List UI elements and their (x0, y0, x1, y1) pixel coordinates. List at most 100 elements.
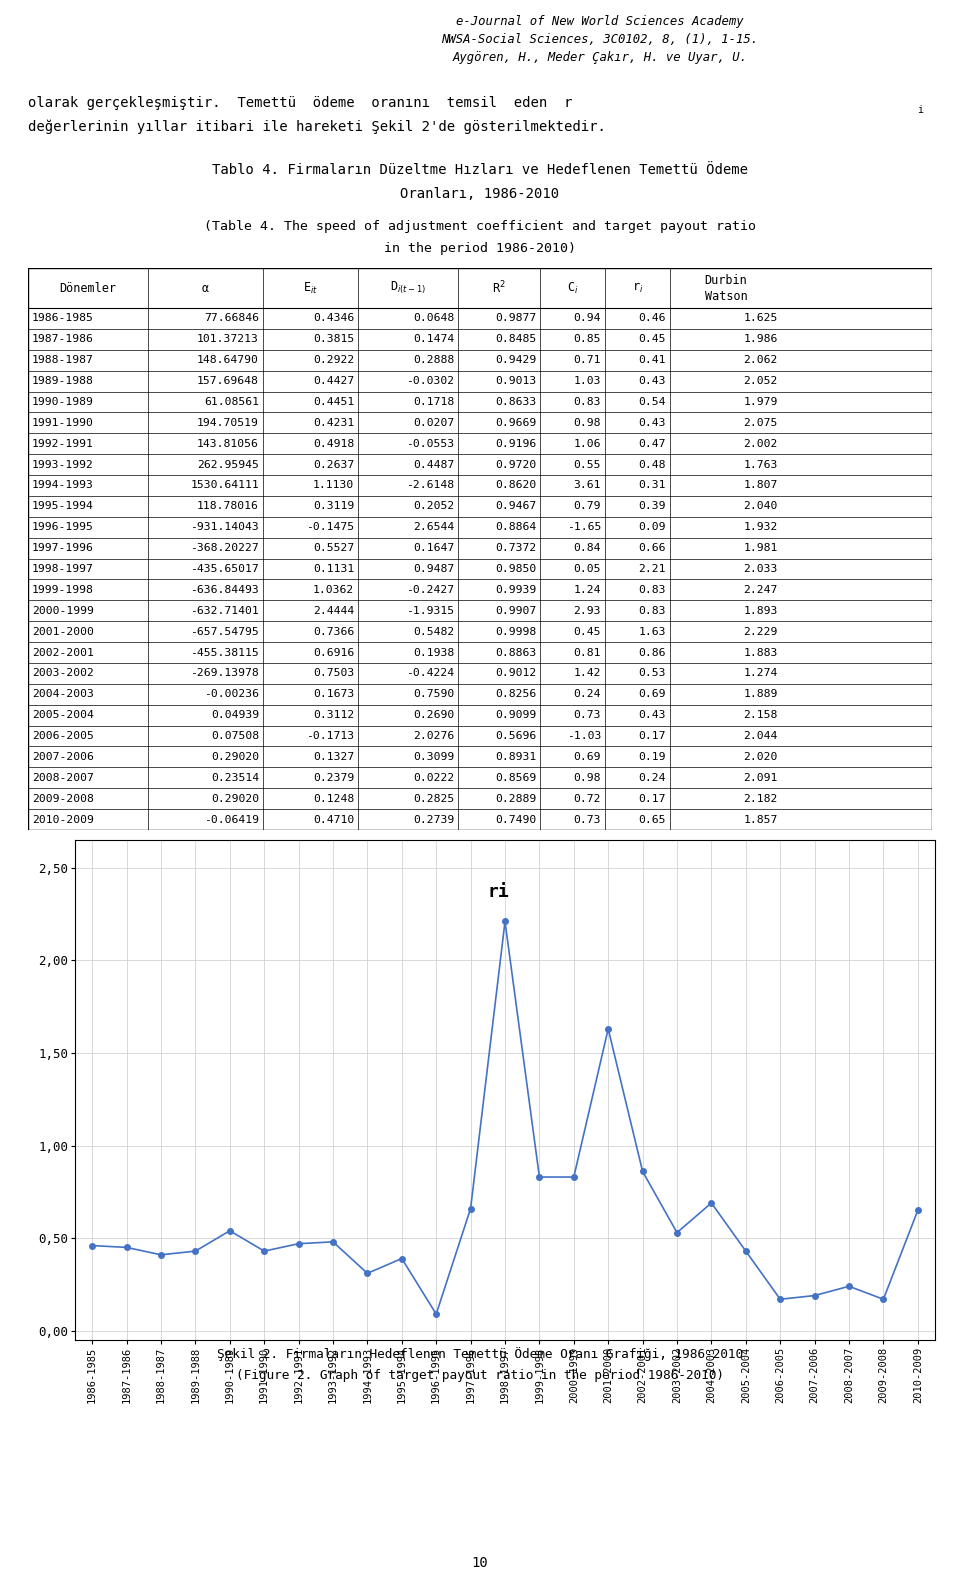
Text: olarak gerçekleşmiştir.  Temettü  ödeme  oranını  temsil  eden  r: olarak gerçekleşmiştir. Temettü ödeme or… (28, 97, 572, 109)
Text: 143.81056: 143.81056 (197, 439, 259, 449)
Text: 2.033: 2.033 (744, 564, 778, 574)
Text: 0.1673: 0.1673 (313, 689, 354, 699)
Text: 0.8620: 0.8620 (494, 480, 536, 490)
Text: NWSA: NWSA (900, 22, 923, 32)
Text: 0.9012: 0.9012 (494, 669, 536, 678)
Text: 0.83: 0.83 (638, 585, 666, 594)
Text: 0.73: 0.73 (573, 815, 601, 824)
Text: 2009-2008: 2009-2008 (32, 794, 94, 804)
Text: 0.69: 0.69 (638, 689, 666, 699)
Text: 0.3119: 0.3119 (313, 501, 354, 512)
Text: 0.9013: 0.9013 (494, 376, 536, 387)
Text: 2.0276: 2.0276 (413, 731, 454, 742)
Text: ri: ri (488, 883, 509, 902)
Text: 0.1474: 0.1474 (413, 334, 454, 344)
Text: 2.4444: 2.4444 (313, 605, 354, 615)
Text: 0.4710: 0.4710 (313, 815, 354, 824)
Text: 0.6916: 0.6916 (313, 648, 354, 658)
Text: 0.45: 0.45 (638, 334, 666, 344)
Text: 0.24: 0.24 (638, 773, 666, 783)
Text: 2.040: 2.040 (744, 501, 778, 512)
Text: 2.247: 2.247 (744, 585, 778, 594)
Text: 1.883: 1.883 (744, 648, 778, 658)
Text: 1998-1997: 1998-1997 (32, 564, 94, 574)
Text: 0.9467: 0.9467 (494, 501, 536, 512)
Text: 1989-1988: 1989-1988 (32, 376, 94, 387)
Text: 1991-1990: 1991-1990 (32, 418, 94, 428)
Text: in the period 1986-2010): in the period 1986-2010) (384, 243, 576, 255)
Text: 0.09: 0.09 (638, 521, 666, 533)
Text: 0.46: 0.46 (638, 314, 666, 323)
Text: 0.9669: 0.9669 (494, 418, 536, 428)
Text: 2010-2009: 2010-2009 (32, 815, 94, 824)
Text: 1.763: 1.763 (744, 460, 778, 469)
Text: 0.7372: 0.7372 (494, 544, 536, 553)
Text: 0.5482: 0.5482 (413, 626, 454, 637)
Text: 1997-1996: 1997-1996 (32, 544, 94, 553)
Text: 0.9720: 0.9720 (494, 460, 536, 469)
Text: 0.86: 0.86 (638, 648, 666, 658)
Text: 0.3099: 0.3099 (413, 751, 454, 762)
Text: Dönemler: Dönemler (60, 282, 116, 295)
Text: 0.71: 0.71 (573, 355, 601, 365)
Text: 0.2889: 0.2889 (494, 794, 536, 804)
Text: 2.93: 2.93 (573, 605, 601, 615)
Text: 0.79: 0.79 (573, 501, 601, 512)
Text: -0.06419: -0.06419 (204, 815, 259, 824)
Text: 0.55: 0.55 (573, 460, 601, 469)
Text: 0.24: 0.24 (573, 689, 601, 699)
Text: (Figure 2. Graph of target payout ratio in the period 1986-2010): (Figure 2. Graph of target payout ratio … (236, 1369, 724, 1382)
Text: 0.8569: 0.8569 (494, 773, 536, 783)
Text: 157.69648: 157.69648 (197, 376, 259, 387)
Text: -1.03: -1.03 (566, 731, 601, 742)
Text: 0.9487: 0.9487 (413, 564, 454, 574)
Text: -931.14043: -931.14043 (190, 521, 259, 533)
Text: değerlerinin yıllar itibari ile hareketi Şekil 2'de gösterilmektedir.: değerlerinin yıllar itibari ile hareketi… (28, 120, 606, 135)
Text: 2.21: 2.21 (638, 564, 666, 574)
Text: 1.932: 1.932 (744, 521, 778, 533)
Text: 0.94: 0.94 (573, 314, 601, 323)
Text: 1.1130: 1.1130 (313, 480, 354, 490)
Text: 1.274: 1.274 (744, 669, 778, 678)
Text: -636.84493: -636.84493 (190, 585, 259, 594)
Text: 0.2825: 0.2825 (413, 794, 454, 804)
Text: 1.63: 1.63 (638, 626, 666, 637)
Text: 0.1938: 0.1938 (413, 648, 454, 658)
Text: 1.889: 1.889 (744, 689, 778, 699)
Text: 0.4918: 0.4918 (313, 439, 354, 449)
Text: -368.20227: -368.20227 (190, 544, 259, 553)
Text: -0.0553: -0.0553 (406, 439, 454, 449)
Text: -0.4224: -0.4224 (406, 669, 454, 678)
Text: 0.2739: 0.2739 (413, 815, 454, 824)
Text: 0.83: 0.83 (638, 605, 666, 615)
Text: 0.8863: 0.8863 (494, 648, 536, 658)
Text: 0.05: 0.05 (573, 564, 601, 574)
Text: 0.2379: 0.2379 (313, 773, 354, 783)
Text: -1.9315: -1.9315 (406, 605, 454, 615)
Text: 1988-1987: 1988-1987 (32, 355, 94, 365)
Text: 0.43: 0.43 (638, 710, 666, 720)
Text: 0.7490: 0.7490 (494, 815, 536, 824)
Text: 0.29020: 0.29020 (211, 794, 259, 804)
Text: 1.893: 1.893 (744, 605, 778, 615)
Text: 2.158: 2.158 (744, 710, 778, 720)
Text: -632.71401: -632.71401 (190, 605, 259, 615)
Text: 2006-2005: 2006-2005 (32, 731, 94, 742)
Text: 1.857: 1.857 (744, 815, 778, 824)
Text: 1994-1993: 1994-1993 (32, 480, 94, 490)
Text: 0.8864: 0.8864 (494, 521, 536, 533)
Text: 0.2888: 0.2888 (413, 355, 454, 365)
Text: 0.31: 0.31 (638, 480, 666, 490)
Text: 0.2052: 0.2052 (413, 501, 454, 512)
Text: 1993-1992: 1993-1992 (32, 460, 94, 469)
Text: 1.981: 1.981 (744, 544, 778, 553)
Text: 2.182: 2.182 (744, 794, 778, 804)
Text: 0.1718: 0.1718 (413, 396, 454, 407)
Text: 2.044: 2.044 (744, 731, 778, 742)
Text: 1.807: 1.807 (744, 480, 778, 490)
Text: e-Journal of New World Sciences Academy: e-Journal of New World Sciences Academy (456, 14, 744, 29)
Text: 0.41: 0.41 (638, 355, 666, 365)
Text: 0.9429: 0.9429 (494, 355, 536, 365)
Text: 0.4427: 0.4427 (313, 376, 354, 387)
Text: 0.2922: 0.2922 (313, 355, 354, 365)
